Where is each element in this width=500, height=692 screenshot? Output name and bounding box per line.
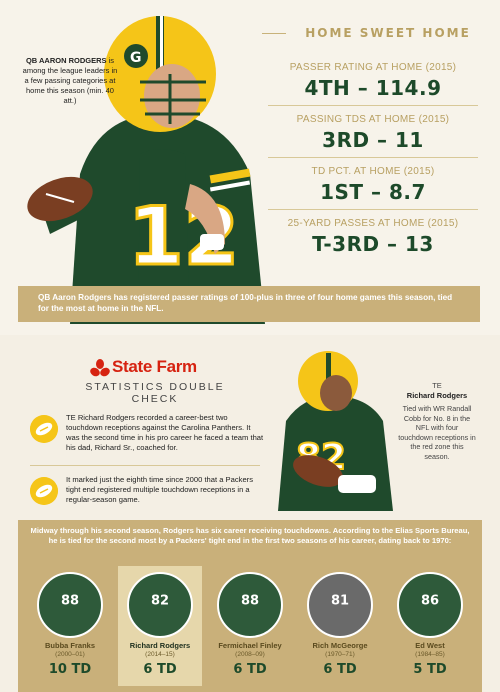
player-td-count: 6 TD — [323, 662, 357, 677]
player-years: (2000–01) — [55, 651, 85, 658]
stat-label: 25-YARD PASSES AT HOME (2015) — [287, 218, 459, 229]
stat-passing-tds: PASSING TDS AT HOME (2015) 3RD – 11 — [268, 114, 478, 152]
player-card-fermichael-finley: 88 Fermichael Finley (2008–09) 6 TD — [208, 572, 292, 677]
player-td-count: 5 TD — [413, 662, 447, 677]
state-farm-ovals-icon — [90, 359, 110, 377]
qb-aaron-rodgers-photo: 12 G — [27, 16, 265, 324]
divider — [268, 157, 478, 158]
player-name: Rich McGeorge — [312, 641, 368, 650]
svg-text:G: G — [130, 50, 142, 66]
divider — [268, 209, 478, 210]
home-sweet-home-section: 12 G QB AARON RODGERS is among the leagu… — [0, 0, 500, 335]
te-caption: TE Richard Rodgers Tied with WR Randall … — [398, 381, 476, 461]
intro-text: Midway through his second season, Rodger… — [30, 526, 470, 545]
football-icon — [30, 415, 58, 443]
te-caption-label: TE — [432, 381, 442, 390]
stat-td-pct: TD PCT. AT HOME (2015) 1ST – 8.7 — [268, 166, 478, 204]
player-years: (1984–85) — [415, 651, 445, 658]
career-receiving-tds-panel: Midway through his second season, Rodger… — [18, 520, 482, 692]
fact-item: TE Richard Rodgers recorded a career-bes… — [30, 413, 270, 463]
player-td-count: 6 TD — [143, 662, 177, 677]
player-avatar: 81 — [307, 572, 373, 638]
fact-text: It marked just the eighth time since 200… — [66, 475, 253, 504]
player-jersey-number: 88 — [240, 593, 260, 609]
player-jersey-number: 81 — [330, 593, 350, 609]
player-name: Richard Rodgers — [129, 641, 191, 650]
state-farm-logo: State Farm — [90, 357, 220, 379]
player-years: (1970–71) — [325, 651, 355, 658]
player-td-count: 10 TD — [48, 662, 92, 677]
player-card-ed-west: 86 Ed West (1984–85) 5 TD — [388, 572, 472, 677]
player-card-rich-mcgeorge: 81 Rich McGeorge (1970–71) 6 TD — [298, 572, 382, 677]
player-name: Ed West — [415, 641, 445, 650]
player-years: (2008–09) — [235, 651, 265, 658]
player-avatar: 86 — [397, 572, 463, 638]
te-caption-text: Tied with WR Randall Cobb for No. 8 in t… — [398, 404, 476, 461]
player-jersey-number: 82 — [150, 593, 170, 609]
home-note-banner: QB Aaron Rodgers has registered passer r… — [18, 286, 480, 322]
te-richard-rodgers-photo: 82 — [278, 351, 393, 511]
player-avatar: 88 — [217, 572, 283, 638]
player-card-bubba-franks: 88 Bubba Franks (2000–01) 10 TD — [28, 572, 112, 677]
stat-25-yard-passes: 25-YARD PASSES AT HOME (2015) T-3RD – 13 — [268, 218, 478, 256]
section-header: HOME SWEET HOME — [262, 26, 484, 42]
player-avatar: 88 — [37, 572, 103, 638]
stat-value: 1ST – 8.7 — [320, 180, 426, 204]
player-jersey-number: 88 — [60, 593, 80, 609]
section-title: HOME SWEET HOME — [305, 26, 471, 40]
state-farm-wordmark: State Farm — [112, 357, 197, 376]
te-caption-name: Richard Rodgers — [406, 390, 468, 400]
stat-value: 4TH – 114.9 — [304, 76, 442, 100]
player-td-count: 6 TD — [233, 662, 267, 677]
qb-caption-name: QB AARON RODGERS — [25, 56, 107, 65]
player-years: (2014–15) — [145, 651, 175, 658]
statistics-double-check-section: State Farm STATISTICS DOUBLE CHECK TE Ri… — [0, 335, 500, 515]
player-card-richard-rodgers: 82 Richard Rodgers (2014–15) 6 TD — [118, 566, 202, 686]
divider — [30, 465, 260, 466]
fact-item: It marked just the eighth time since 200… — [30, 475, 270, 509]
football-icon — [30, 477, 58, 505]
player-avatar: 82 — [127, 572, 193, 638]
stat-passer-rating: PASSER RATING AT HOME (2015) 4TH – 114.9 — [268, 62, 478, 100]
stat-label: TD PCT. AT HOME (2015) — [311, 166, 435, 177]
stat-label: PASSING TDS AT HOME (2015) — [296, 114, 450, 125]
section-title: STATISTICS DOUBLE CHECK — [85, 381, 225, 405]
header-rule-left — [262, 33, 286, 34]
qb-caption: QB AARON RODGERS is among the league lea… — [20, 56, 120, 106]
player-name: Bubba Franks — [44, 641, 95, 650]
divider — [268, 105, 478, 106]
stat-value: T-3RD – 13 — [312, 232, 434, 256]
fact-text: TE Richard Rodgers recorded a career-bes… — [66, 413, 264, 452]
stat-value: 3RD – 11 — [322, 128, 424, 152]
stat-label: PASSER RATING AT HOME (2015) — [289, 62, 457, 73]
qb-caption-text: is among the league leaders in a few pas… — [22, 56, 118, 105]
player-name: Fermichael Finley — [218, 641, 282, 650]
player-jersey-number: 86 — [420, 593, 440, 609]
